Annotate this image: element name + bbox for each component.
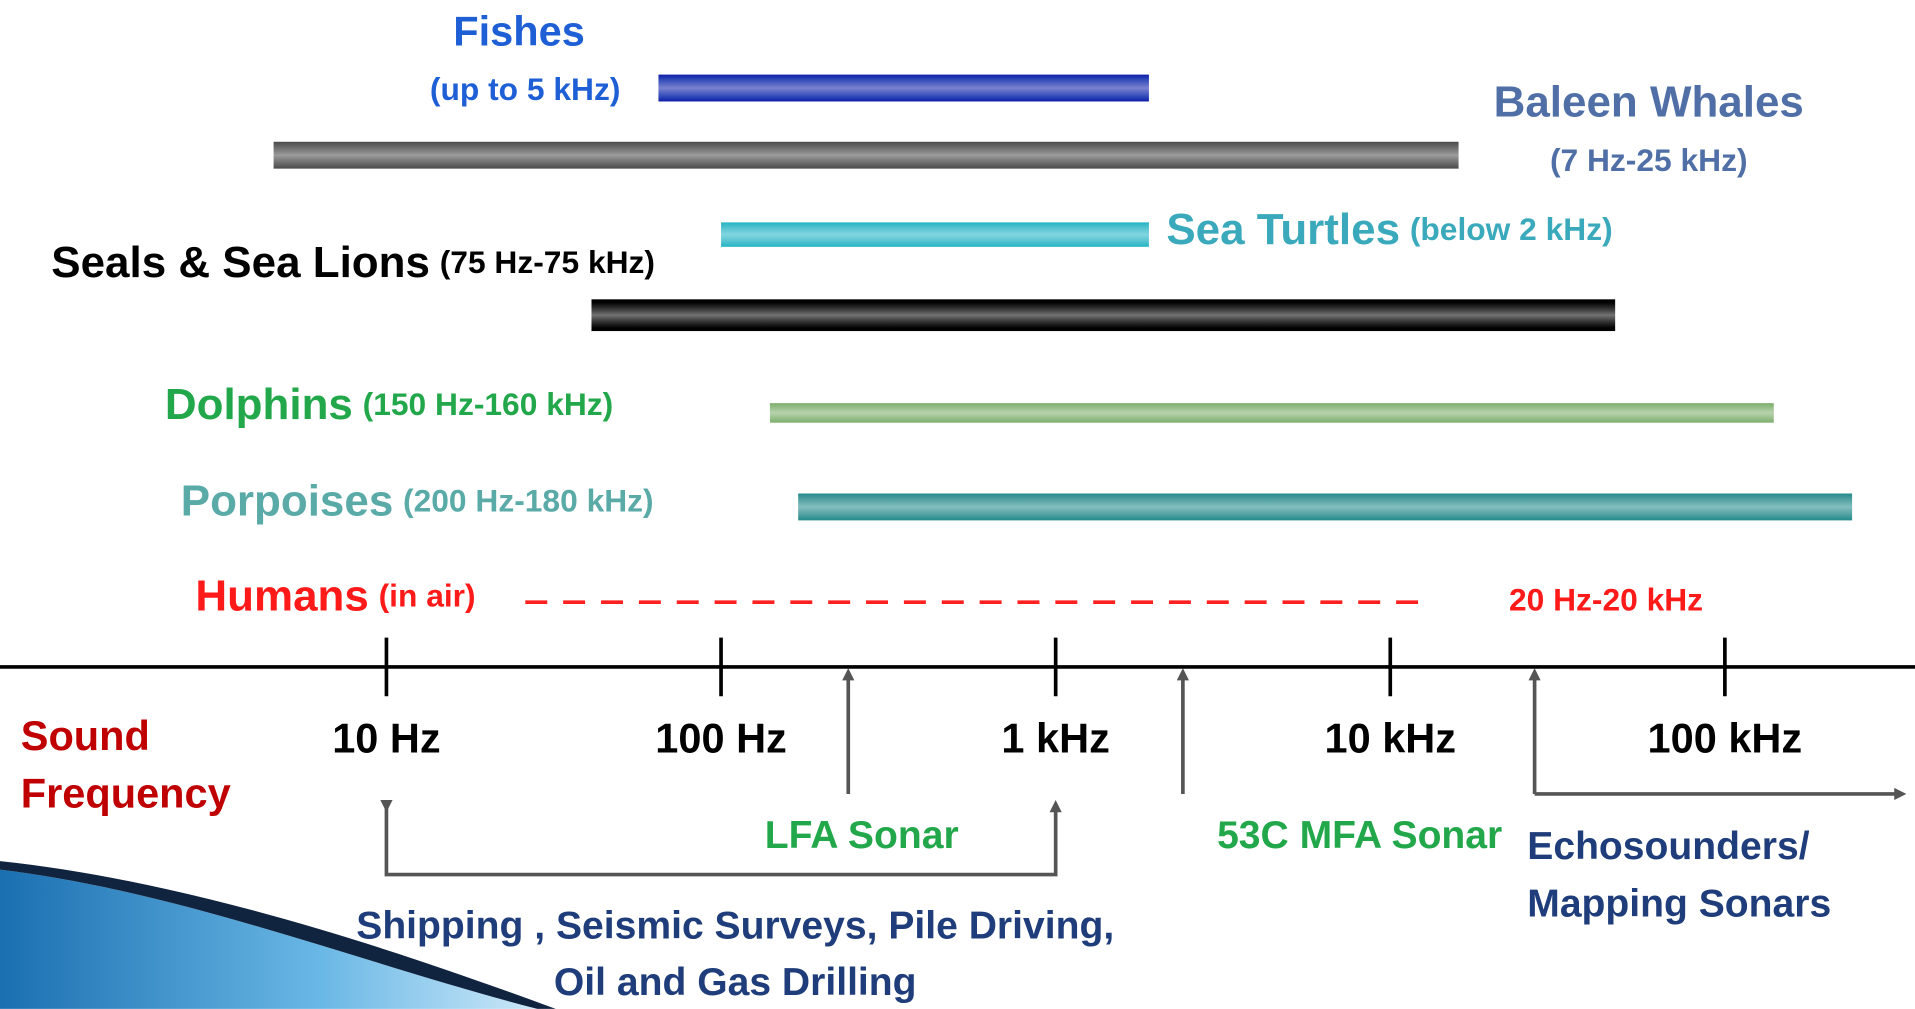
- range-bar: [770, 403, 1774, 423]
- series-name: Seals & Sea Lions: [51, 238, 430, 287]
- series-name: Humans: [195, 571, 368, 620]
- annotation-label: Shipping , Seismic Surveys, Pile Driving…: [356, 905, 1114, 948]
- series-label: Porpoises(200 Hz-180 kHz): [181, 476, 654, 525]
- series-label: Seals & Sea Lions (75 Hz-75 kHz): [51, 238, 655, 287]
- x-axis-label: Frequency: [21, 769, 231, 816]
- series-range-label: (in air): [379, 578, 476, 614]
- x-axis-label: Sound: [21, 712, 150, 759]
- range-bar: [658, 75, 1148, 102]
- series-name: Fishes: [453, 7, 585, 54]
- x-tick-label: 1 kHz: [1001, 714, 1109, 761]
- annotation-label: Oil and Gas Drilling: [554, 961, 917, 1004]
- annotation-label: Mapping Sonars: [1527, 883, 1831, 926]
- series-name: Baleen Whales: [1494, 78, 1804, 127]
- x-tick-label: 100 Hz: [655, 714, 787, 761]
- series-label: Humans (in air): [195, 571, 475, 620]
- series-name: Porpoises: [181, 476, 394, 525]
- series-range-label: (below 2 kHz): [1410, 212, 1613, 248]
- series-name: Dolphins: [165, 379, 353, 428]
- x-tick-label: 10 Hz: [332, 714, 440, 761]
- annotation-label: Echosounders/: [1527, 825, 1809, 868]
- annotation-label: 53C MFA Sonar: [1217, 814, 1502, 857]
- series-range-label: (up to 5 kHz): [430, 71, 621, 107]
- series-range-label: (7 Hz-25 kHz): [1550, 142, 1748, 178]
- range-bar: [274, 142, 1459, 169]
- chart: 10 Hz 100 Hz 1 kHz 10 kHz 100 kHz Sound Freque…: [0, 0, 1915, 1009]
- series-label: Sea Turtles (below 2 kHz): [1166, 205, 1612, 254]
- annotation-label: LFA Sonar: [765, 814, 959, 857]
- x-tick-label: 100 kHz: [1648, 714, 1803, 761]
- range-bar: [798, 494, 1852, 521]
- range-bar: [591, 299, 1615, 331]
- x-tick-label: 10 kHz: [1324, 714, 1456, 761]
- series-name: Sea Turtles: [1166, 205, 1400, 254]
- series-label: Dolphins (150 Hz-160 kHz): [165, 379, 613, 428]
- series-range-label: (75 Hz-75 kHz): [440, 245, 655, 281]
- series-range-label: (150 Hz-160 kHz): [363, 386, 614, 422]
- page: 10 Hz 100 Hz 1 kHz 10 kHz 100 kHz Sound Freque…: [0, 0, 1915, 1009]
- series-range-label: (200 Hz-180 kHz): [403, 483, 654, 519]
- series-side-label: 20 Hz-20 kHz: [1509, 582, 1703, 618]
- range-bar: [721, 222, 1149, 246]
